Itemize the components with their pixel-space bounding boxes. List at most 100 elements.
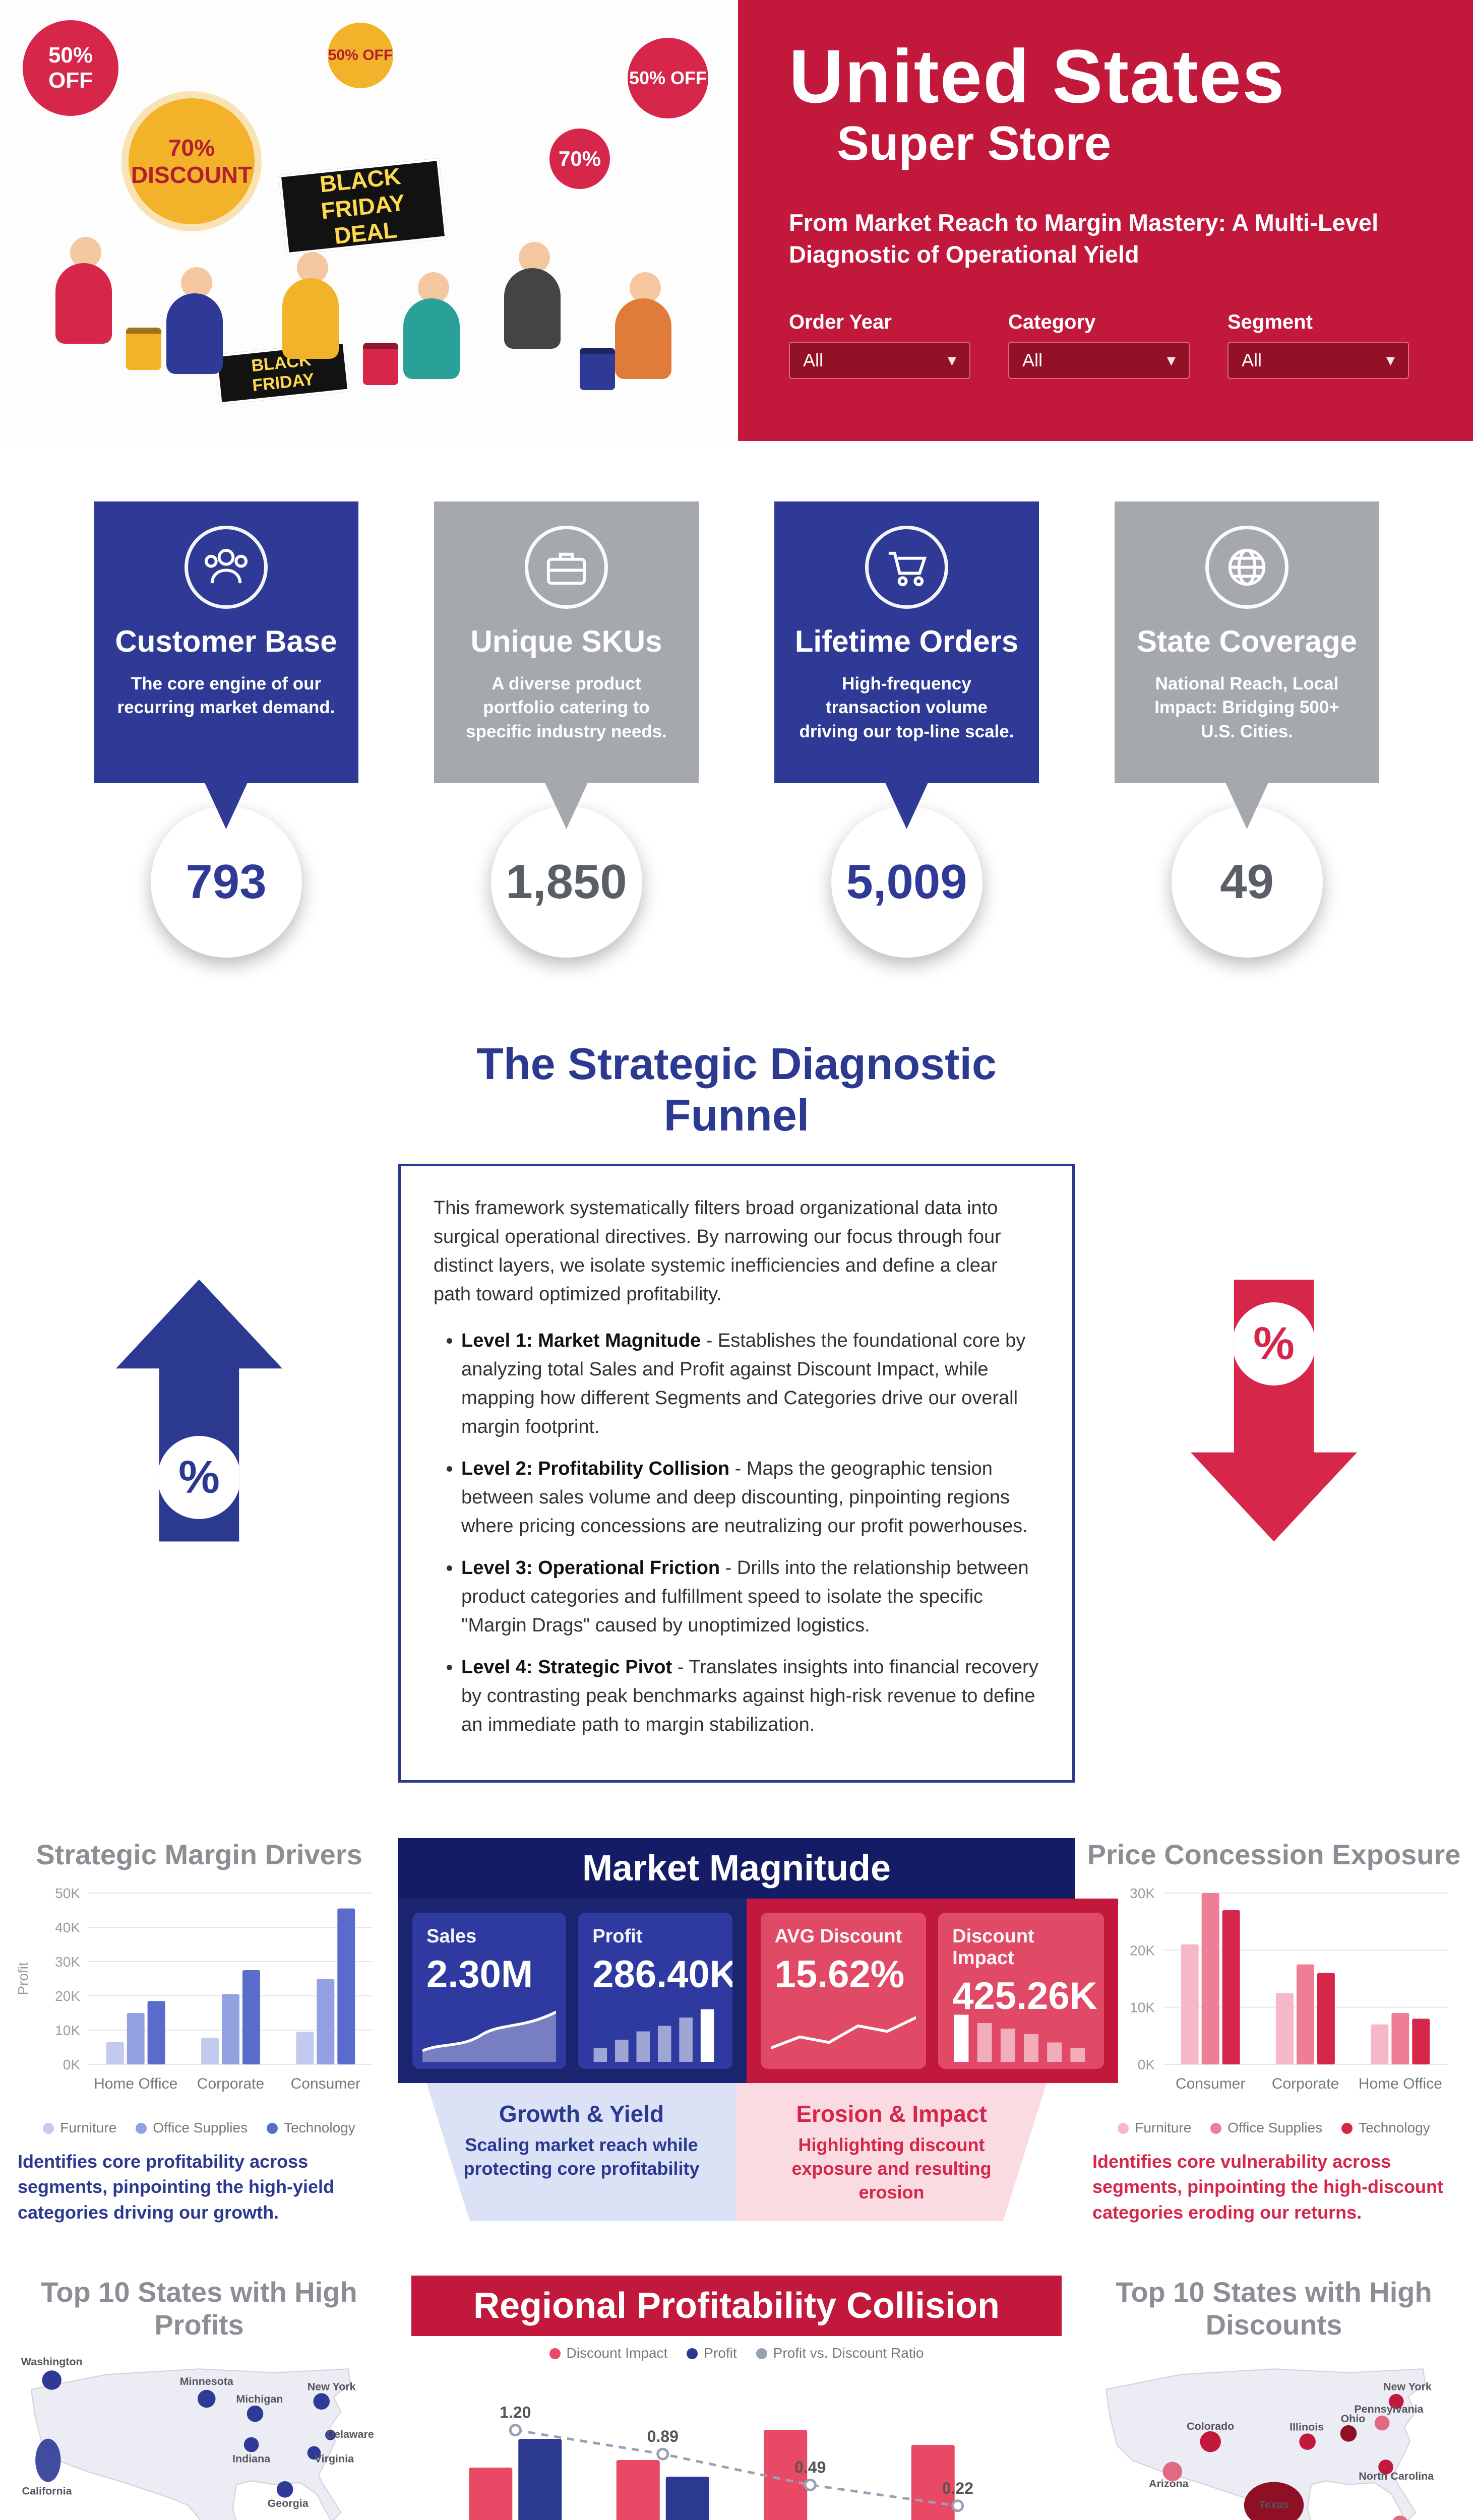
- svg-text:Home Office: Home Office: [94, 2075, 177, 2092]
- dropdown-value: All: [803, 349, 824, 370]
- filter-label: Segment: [1227, 310, 1313, 333]
- svg-text:Consumer: Consumer: [1176, 2075, 1245, 2092]
- header-title-panel: United States Super Store From Market Re…: [741, 0, 1473, 441]
- black-friday-illustration: 50% OFF 70% DISCOUNT BLACK FRIDAY DEAL 5…: [0, 0, 741, 441]
- customers-icon: [185, 526, 268, 609]
- svg-text:10K: 10K: [55, 2023, 80, 2038]
- regional-collision-banner: Regional Profitability Collision: [411, 2276, 1062, 2337]
- shopper-figure: [282, 252, 343, 359]
- chevron-down-icon: ▾: [1167, 350, 1176, 370]
- avg-discount-tile: AVG Discount 15.62%: [760, 1913, 927, 2069]
- filter-bar: Order Year All ▾ Category All ▾ Segment …: [789, 311, 1425, 379]
- kpi-card-unique-skus: Unique SKUs A diverse product portfolio …: [434, 501, 699, 958]
- collision-legend: Discount Impact Profit Profit vs. Discount…: [398, 2345, 1075, 2361]
- shopper-figure: [504, 242, 565, 349]
- dropdown-value: All: [1022, 349, 1043, 370]
- state-label: Arizona: [1149, 2478, 1189, 2490]
- price-concession-panel: Price Concession Exposure 0K 10K 20K 30K Con…: [1075, 1838, 1473, 2225]
- state-label: Michigan: [236, 2393, 283, 2405]
- kpi-title: Customer Base: [115, 624, 337, 658]
- state-label: California: [22, 2485, 73, 2497]
- store-subtitle: Super Store: [837, 116, 1112, 170]
- map-title: Top 10 States with High Profits: [41, 2276, 357, 2341]
- discount-states-panel: Top 10 States with High Discounts Colora…: [1075, 2276, 1473, 2520]
- state-label: Ohio: [1340, 2413, 1365, 2425]
- kpi-description: A diverse product portfolio catering to …: [466, 674, 667, 741]
- funnel-level-item: Level 1: Market Magnitude - Establishes …: [461, 1327, 1039, 1441]
- svg-text:0K: 0K: [63, 2057, 81, 2072]
- profit-bars-sparkline: [593, 2009, 714, 2062]
- svg-text:0.49: 0.49: [794, 2459, 826, 2477]
- shopper-figure: [615, 272, 676, 379]
- filter-order-year: Order Year All ▾: [789, 311, 970, 379]
- profit-states-panel: Top 10 States with High Profits Washingt…: [0, 2276, 398, 2520]
- shopper-figure: [166, 267, 227, 374]
- svg-text:Consumer: Consumer: [291, 2075, 360, 2092]
- svg-text:0K: 0K: [1138, 2057, 1155, 2072]
- market-funnel-column: Market Magnitude Sales 2.30M Profit 286.…: [398, 1838, 1118, 2222]
- chart-caption: Identifies core vulnerability across seg…: [1092, 2151, 1443, 2223]
- svg-text:Profit: Profit: [15, 1962, 31, 1995]
- svg-text:10K: 10K: [1130, 2000, 1155, 2015]
- category-dropdown[interactable]: All ▾: [1008, 341, 1190, 379]
- margin-drivers-chart: 0K 10K 20K 30K 40K 50K Home Office Corporate Con…: [13, 1878, 386, 2115]
- svg-text:50K: 50K: [55, 1885, 80, 1901]
- kpi-title: Unique SKUs: [470, 624, 662, 658]
- kpi-card-lifetime-orders: Lifetime Orders High-frequency transacti…: [774, 501, 1039, 958]
- sales-tile: Sales 2.30M: [412, 1913, 567, 2069]
- state-label: North Carolina: [1359, 2470, 1434, 2482]
- state-label: Texas: [1259, 2498, 1288, 2510]
- profit-tile: Profit 286.40K: [578, 1913, 732, 2069]
- diagnostic-funnel-intro: % The Strategic Diagnostic Funnel This f…: [0, 1038, 1473, 1783]
- funnel-level-item: Level 4: Strategic Pivot - Translates in…: [461, 1653, 1039, 1739]
- kpi-card-customer-base: Customer Base The core engine of our rec…: [94, 501, 358, 958]
- shopping-bag: [580, 348, 615, 390]
- chart-caption: Identifies core profitability across seg…: [18, 2151, 334, 2223]
- erosion-impact-cell: Erosion & Impact Highlighting discount e…: [736, 2083, 1047, 2222]
- chevron-down-icon: ▾: [947, 350, 956, 370]
- discount-impact-tile: Discount Impact 425.26K: [938, 1913, 1104, 2069]
- sales-area-sparkline: [422, 2010, 557, 2062]
- kpi-description: National Reach, Local Impact: Bridging 5…: [1154, 674, 1339, 741]
- impact-bars-sparkline: [954, 2014, 1085, 2062]
- kpi-card-row: Customer Base The core engine of our rec…: [0, 501, 1473, 958]
- svg-text:20K: 20K: [55, 1988, 80, 2004]
- svg-text:1.20: 1.20: [500, 2404, 531, 2422]
- svg-text:Corporate: Corporate: [1272, 2075, 1339, 2092]
- growth-erosion-band: Growth & Yield Scaling market reach whil…: [426, 2083, 1047, 2222]
- segment-dropdown[interactable]: All ▾: [1227, 341, 1409, 379]
- state-label: Illinois: [1290, 2421, 1324, 2433]
- discount-badge: 70% DISCOUNT: [129, 98, 255, 224]
- svg-text:30K: 30K: [1130, 1885, 1155, 1901]
- state-label: Minnesota: [180, 2375, 234, 2387]
- store-title: United States: [789, 34, 1285, 118]
- svg-text:0.89: 0.89: [647, 2427, 679, 2445]
- shopping-bag: [363, 343, 398, 385]
- funnel-intro-text: This framework systematically filters br…: [434, 1198, 1001, 1305]
- percent-icon: %: [157, 1435, 241, 1519]
- growth-yield-cell: Growth & Yield Scaling market reach whil…: [426, 2083, 736, 2222]
- kpi-value: 1,850: [490, 806, 642, 958]
- svg-text:0.22: 0.22: [942, 2479, 973, 2497]
- black-friday-deal-badge: BLACK FRIDAY DEAL: [278, 158, 448, 256]
- kpi-title: State Coverage: [1137, 624, 1357, 658]
- chart-title: Price Concession Exposure: [1087, 1839, 1461, 1870]
- map-title: Top 10 States with High Discounts: [1116, 2276, 1432, 2341]
- discount-badge: 50% OFF: [628, 38, 708, 118]
- percent-icon: %: [1232, 1302, 1316, 1385]
- filter-category: Category All ▾: [1008, 311, 1190, 379]
- filter-segment: Segment All ▾: [1227, 311, 1409, 379]
- state-label: New York: [308, 2381, 356, 2393]
- page-header: 50% OFF 70% DISCOUNT BLACK FRIDAY DEAL 5…: [0, 0, 1473, 441]
- funnel-section-title: The Strategic Diagnostic Funnel: [476, 1039, 997, 1140]
- order-year-dropdown[interactable]: All ▾: [789, 341, 970, 379]
- market-magnitude-section: Strategic Margin Drivers 0K 10K 20K 30K 40K 5…: [0, 1838, 1473, 2225]
- kpi-title: Lifetime Orders: [794, 624, 1019, 658]
- up-arrow-graphic: %: [0, 1279, 398, 1542]
- state-label: Colorado: [1187, 2420, 1234, 2432]
- discount-badge: 50% OFF: [23, 20, 118, 116]
- state-label: Delaware: [327, 2428, 374, 2440]
- chevron-down-icon: ▾: [1386, 350, 1395, 370]
- shopper-figure: [55, 237, 116, 344]
